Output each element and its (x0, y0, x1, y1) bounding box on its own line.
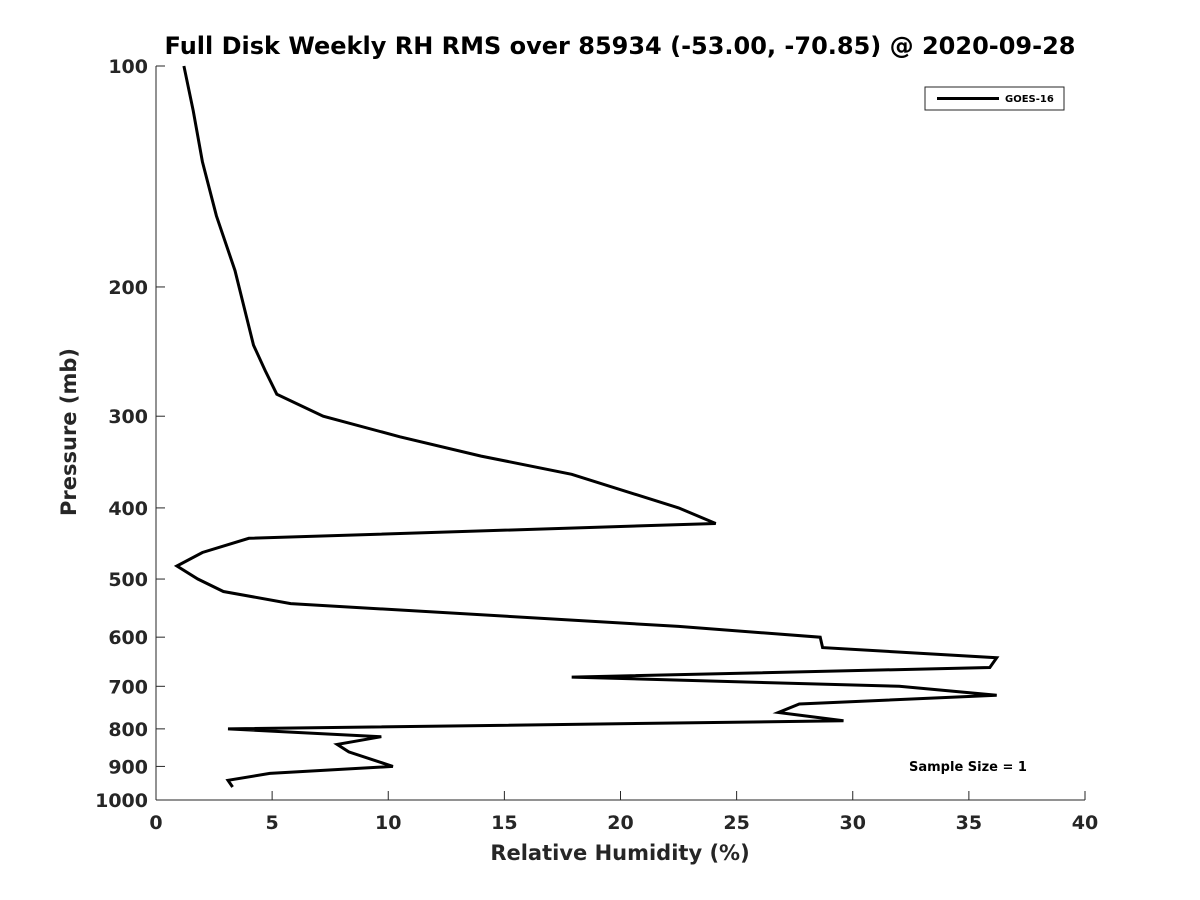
x-axis-label: Relative Humidity (%) (490, 841, 749, 865)
sample-size-annotation: Sample Size = 1 (909, 760, 1027, 775)
y-tick-label: 1000 (95, 790, 148, 812)
x-tick-label: 20 (607, 812, 633, 834)
x-tick-label: 25 (723, 812, 749, 834)
series-line-goes-16 (173, 65, 1000, 788)
chart-title: Full Disk Weekly RH RMS over 85934 (-53.… (165, 32, 1076, 60)
axes: 0 5 10 15 20 25 30 35 40 100 200 300 400 500 600 700 800… (95, 56, 1098, 834)
legend: GOES-16 (924, 86, 1065, 111)
y-axis-label: Pressure (mb) (57, 348, 81, 516)
legend-label-goes-16: GOES-16 (1005, 94, 1054, 105)
y-tick-label: 300 (108, 406, 148, 428)
x-tick-label: 5 (266, 812, 279, 834)
x-tick-label: 35 (956, 812, 982, 834)
y-tick-label: 800 (108, 719, 148, 741)
y-tick-label: 100 (108, 56, 148, 78)
x-tick-label: 0 (149, 812, 162, 834)
series-layer (173, 65, 1000, 788)
y-tick-label: 700 (108, 676, 148, 698)
y-tick-label: 500 (108, 569, 148, 591)
x-tick-label: 40 (1072, 812, 1098, 834)
y-tick-label: 600 (108, 627, 148, 649)
x-tick-label: 15 (491, 812, 517, 834)
y-tick-label: 900 (108, 756, 148, 778)
x-tick-label: 10 (375, 812, 401, 834)
x-tick-label: 30 (840, 812, 866, 834)
y-tick-label: 200 (108, 277, 148, 299)
y-tick-label: 400 (108, 498, 148, 520)
